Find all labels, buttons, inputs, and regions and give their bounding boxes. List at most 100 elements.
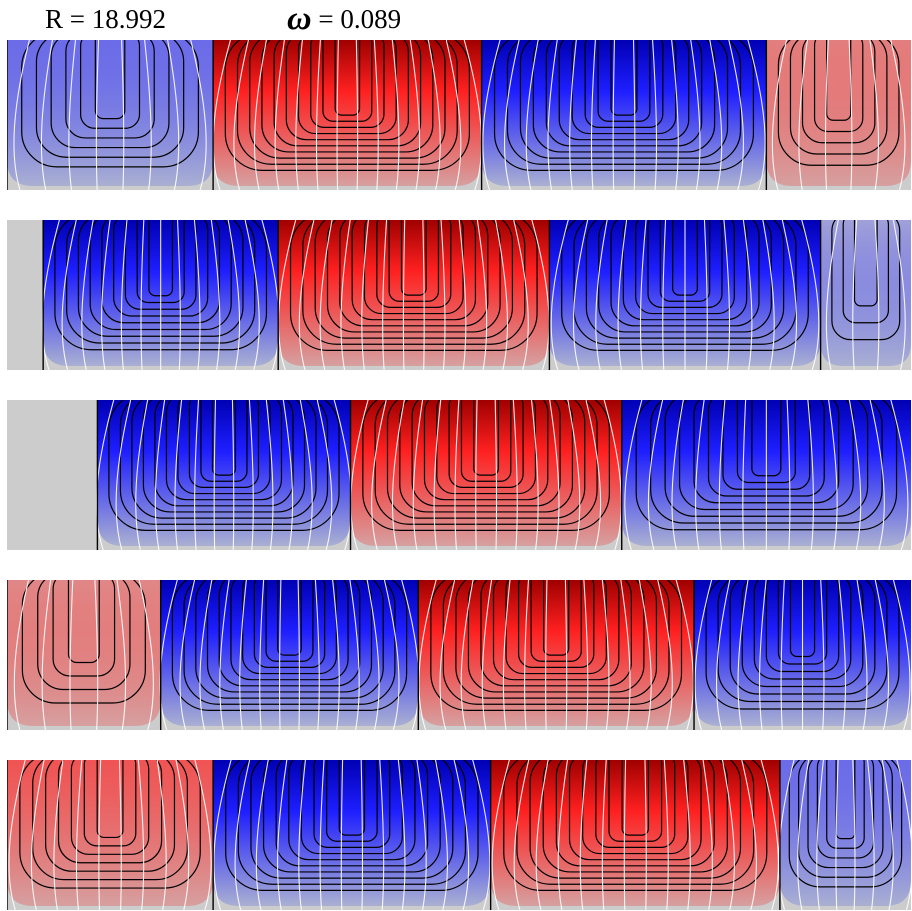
white-streamline bbox=[233, 40, 250, 190]
black-contour bbox=[171, 580, 408, 711]
white-streamline bbox=[391, 400, 405, 550]
black-contour bbox=[326, 760, 378, 842]
white-streamline bbox=[494, 220, 509, 370]
black-contour bbox=[262, 760, 441, 873]
white-streamline bbox=[379, 760, 385, 910]
black-contour bbox=[261, 40, 434, 153]
white-streamline bbox=[760, 760, 779, 910]
white-streamline bbox=[639, 220, 647, 370]
panel-5 bbox=[7, 760, 911, 910]
black-contour bbox=[568, 760, 702, 861]
white-streamline bbox=[491, 760, 510, 910]
white-streamline bbox=[896, 760, 911, 910]
white-streamline bbox=[332, 580, 340, 730]
white-streamline bbox=[741, 760, 757, 910]
black-contour bbox=[45, 760, 176, 872]
white-streamline bbox=[199, 580, 213, 730]
white-streamline bbox=[402, 220, 406, 370]
white-streamline bbox=[762, 220, 775, 370]
black-contour bbox=[19, 760, 201, 889]
white-streamline bbox=[340, 220, 351, 370]
white-streamline bbox=[737, 580, 749, 730]
black-contour bbox=[400, 220, 427, 296]
white-streamline bbox=[453, 760, 470, 910]
white-streamline bbox=[61, 220, 77, 370]
white-streamline bbox=[193, 220, 201, 370]
white-streamline bbox=[138, 580, 154, 730]
black-contour bbox=[480, 580, 632, 687]
white-streamline bbox=[869, 40, 880, 190]
omega-value: = 0.089 bbox=[318, 4, 402, 34]
white-streamline bbox=[513, 760, 530, 910]
white-streamline bbox=[715, 580, 731, 730]
black-contour bbox=[322, 40, 373, 122]
black-contour bbox=[21, 580, 146, 704]
black-contour bbox=[460, 400, 512, 482]
black-contour bbox=[558, 40, 690, 141]
white-streamline bbox=[194, 760, 212, 910]
black-contour bbox=[35, 40, 185, 158]
convection-cell bbox=[779, 760, 911, 906]
white-streamline bbox=[298, 760, 306, 910]
black-contour bbox=[310, 40, 385, 129]
black-contour bbox=[224, 40, 470, 171]
white-streamline bbox=[547, 40, 558, 190]
white-streamline bbox=[780, 580, 785, 730]
black-contour bbox=[455, 580, 658, 699]
white-streamline bbox=[458, 220, 467, 370]
white-streamline bbox=[545, 580, 548, 730]
white-streamline bbox=[212, 40, 232, 190]
convection-cell bbox=[7, 580, 161, 726]
white-streamline bbox=[422, 220, 425, 370]
white-streamline bbox=[624, 400, 643, 550]
white-streamline bbox=[439, 580, 456, 730]
white-streamline bbox=[866, 760, 875, 910]
white-streamline bbox=[231, 400, 235, 550]
black-contour bbox=[183, 580, 396, 705]
white-streamline bbox=[502, 580, 511, 730]
white-streamline bbox=[476, 220, 488, 370]
black-contour bbox=[621, 760, 650, 836]
black-contour bbox=[411, 400, 561, 507]
black-contour bbox=[218, 580, 361, 687]
black-contour bbox=[543, 580, 570, 656]
black-contour bbox=[313, 760, 391, 849]
black-contour bbox=[473, 400, 500, 476]
white-streamline bbox=[98, 760, 102, 910]
white-streamline bbox=[820, 580, 825, 730]
black-contour bbox=[610, 40, 638, 116]
convection-cell bbox=[350, 400, 622, 546]
white-streamline bbox=[595, 220, 608, 370]
black-contour bbox=[493, 40, 755, 171]
white-streamline bbox=[319, 760, 325, 910]
black-contour bbox=[119, 400, 329, 525]
white-streamline bbox=[512, 400, 518, 550]
white-streamline bbox=[255, 760, 269, 910]
black-contour bbox=[816, 760, 875, 859]
white-streamline bbox=[190, 40, 207, 190]
black-contour bbox=[813, 40, 864, 133]
white-streamline bbox=[277, 760, 288, 910]
white-streamline bbox=[167, 40, 180, 190]
white-streamline bbox=[703, 220, 708, 370]
white-streamline bbox=[298, 220, 315, 370]
white-streamline bbox=[366, 580, 380, 730]
white-streamline bbox=[503, 40, 520, 190]
white-streamline bbox=[463, 40, 483, 190]
white-streamline bbox=[816, 760, 824, 910]
panel-3 bbox=[7, 400, 911, 550]
panel-4 bbox=[7, 580, 911, 730]
white-streamline bbox=[154, 400, 166, 550]
white-streamline bbox=[695, 400, 705, 550]
black-contour bbox=[386, 400, 586, 519]
white-streamline bbox=[807, 400, 815, 550]
white-streamline bbox=[193, 400, 200, 550]
white-streamline bbox=[758, 580, 767, 730]
white-streamline bbox=[433, 400, 442, 550]
white-streamline bbox=[94, 580, 99, 730]
white-streamline bbox=[460, 580, 474, 730]
convection-cell bbox=[7, 40, 214, 186]
white-streamline bbox=[620, 580, 631, 730]
black-contour bbox=[285, 40, 409, 141]
